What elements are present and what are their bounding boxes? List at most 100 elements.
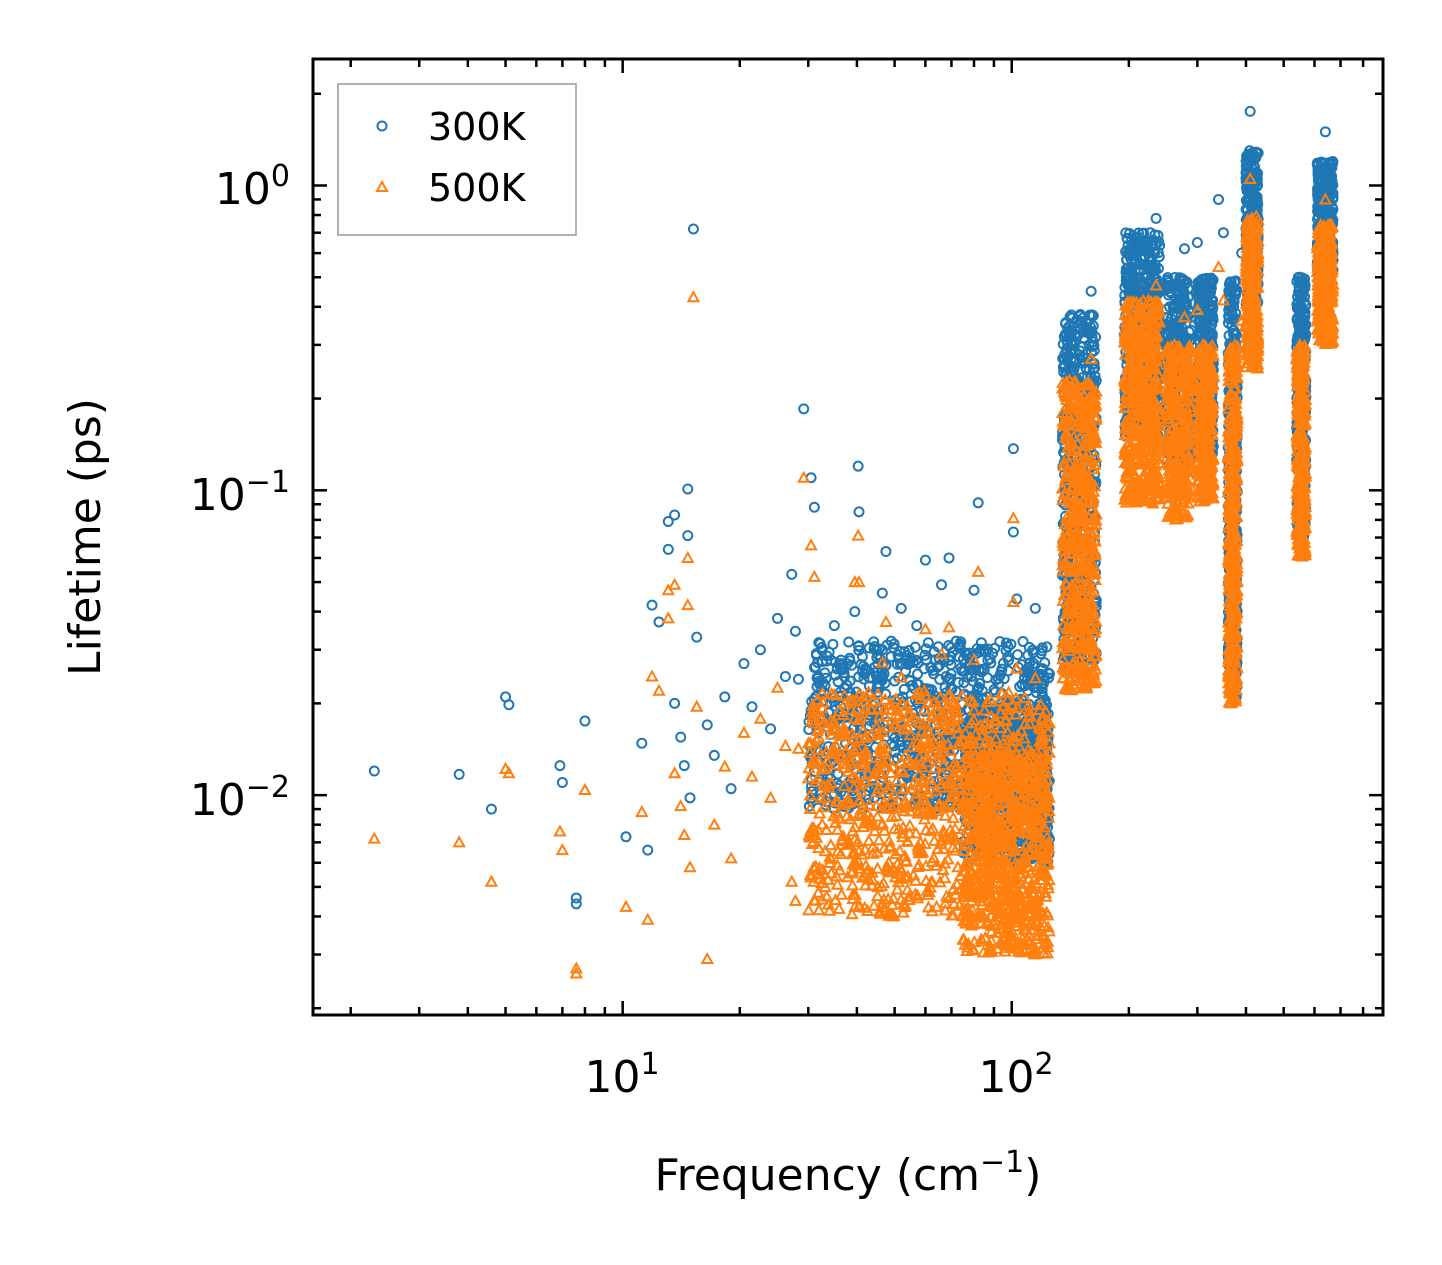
point-500k-cluster-0 [809, 732, 823, 745]
point-500k-cluster-0 [870, 809, 885, 822]
point-300k-cluster-7 [1246, 180, 1258, 192]
point-300k-cluster-4 [1179, 278, 1191, 290]
point-300k-cluster-0 [909, 641, 921, 653]
point-300k-93 [1178, 243, 1190, 255]
point-300k-1 [453, 768, 465, 780]
point-500k-cluster-0 [1006, 730, 1021, 743]
point-300k-109 [1319, 126, 1331, 138]
point-300k-cluster-5 [1197, 274, 1209, 286]
point-500k-cluster-0 [888, 847, 903, 860]
point-300k-cluster-8 [1297, 277, 1309, 289]
point-500k-cluster-0 [1041, 724, 1055, 737]
point-500k-cluster-0 [819, 720, 834, 733]
point-300k-cluster-2 [1065, 309, 1077, 321]
point-500k-cluster-0 [949, 761, 963, 774]
point-300k-cluster-0 [806, 786, 818, 798]
point-500k-cluster-0 [807, 756, 821, 769]
point-300k-94 [1191, 237, 1203, 249]
point-300k-0 [368, 765, 380, 777]
point-300k-cluster-2 [1066, 347, 1078, 359]
point-300k-cluster-0 [856, 666, 868, 678]
point-300k-cluster-2 [1065, 361, 1077, 373]
point-300k-11 [636, 737, 648, 749]
point-500k-cluster-0 [942, 891, 957, 904]
point-300k-cluster-0 [843, 636, 855, 648]
point-300k-cluster-7 [1252, 179, 1264, 191]
point-300k-cluster-0 [965, 671, 977, 683]
point-300k-cluster-6 [1230, 285, 1242, 297]
point-500k-cluster-0 [909, 826, 923, 839]
point-300k-48 [852, 460, 864, 472]
point-300k-cluster-6 [1229, 327, 1241, 339]
data-marks [367, 105, 1340, 979]
point-500k-cluster-0 [885, 897, 899, 910]
point-300k-cluster-3 [1120, 271, 1132, 283]
point-300k-cluster-0 [932, 641, 944, 653]
point-500k-cluster-0 [929, 899, 944, 912]
point-300k-cluster-3 [1135, 238, 1147, 250]
point-300k-cluster-0 [812, 656, 824, 668]
point-500k-cluster-0 [912, 857, 926, 870]
point-300k-10 [620, 831, 632, 843]
point-500k-cluster-0 [856, 723, 870, 736]
point-300k-cluster-2 [1062, 338, 1074, 350]
point-300k-22 [687, 223, 699, 235]
point-300k-cluster-7 [1244, 149, 1256, 161]
point-300k-cluster-0 [994, 669, 1006, 681]
point-300k-34 [771, 612, 783, 624]
point-300k-cluster-0 [969, 661, 981, 673]
point-500k-cluster-0 [859, 774, 873, 787]
point-500k-cluster-0 [946, 881, 961, 894]
point-300k-cluster-0 [920, 654, 932, 666]
point-300k-cluster-2 [1087, 310, 1099, 322]
point-300k-cluster-0 [978, 645, 990, 657]
point-300k-106 [1294, 271, 1306, 283]
point-500k-cluster-0 [915, 724, 929, 737]
point-500k-cluster-0 [994, 720, 1008, 734]
point-500k-cluster-0 [862, 833, 876, 846]
point-300k-27 [708, 749, 720, 761]
point-300k-cluster-0 [945, 668, 957, 680]
point-300k-60 [936, 579, 948, 591]
point-500k-cluster-0 [862, 797, 877, 810]
point-300k-cluster-0 [952, 676, 964, 688]
point-300k-cluster-0 [838, 671, 850, 683]
point-300k-15 [662, 543, 674, 555]
point-300k-cluster-0 [996, 663, 1008, 675]
point-300k-cluster-0 [1027, 644, 1039, 656]
point-300k-cluster-2 [1068, 336, 1080, 348]
point-300k-cluster-5 [1204, 326, 1216, 338]
point-500k-cluster-0 [858, 878, 873, 891]
point-300k-cluster-5 [1192, 277, 1204, 289]
point-500k-cluster-0 [967, 703, 981, 716]
point-300k-cluster-0 [871, 644, 883, 656]
point-300k-cluster-3 [1126, 280, 1138, 292]
point-500k-cluster-0 [992, 694, 1007, 707]
point-300k-cluster-3 [1130, 249, 1142, 261]
point-300k-110 [1321, 167, 1333, 179]
point-300k-cluster-0 [1012, 649, 1024, 661]
point-500k-cluster-0 [994, 685, 1009, 698]
point-300k-cluster-0 [844, 652, 856, 664]
point-500k-cluster-0 [801, 903, 816, 916]
point-500k-cluster-0 [852, 806, 866, 819]
point-300k-102 [1244, 105, 1256, 117]
point-300k-53 [880, 545, 892, 557]
point-300k-4 [503, 699, 515, 711]
point-500k-cluster-0 [890, 882, 905, 895]
point-300k-103 [1246, 155, 1258, 167]
point-500k-cluster-0 [950, 877, 964, 890]
point-500k-cluster-0 [910, 891, 925, 904]
point-300k-5 [554, 760, 566, 772]
point-300k-cluster-3 [1132, 282, 1144, 294]
point-500k-cluster-0 [917, 702, 932, 715]
point-300k-cluster-0 [894, 645, 906, 657]
point-300k-cluster-0 [959, 647, 971, 659]
point-300k-cluster-0 [1005, 638, 1017, 650]
point-500k-cluster-0 [896, 830, 910, 843]
point-300k-66 [976, 685, 988, 697]
point-300k-cluster-3 [1120, 227, 1132, 239]
point-500k-cluster-0 [933, 690, 948, 703]
point-300k-6 [556, 777, 568, 789]
point-500k-cluster-0 [861, 766, 875, 779]
